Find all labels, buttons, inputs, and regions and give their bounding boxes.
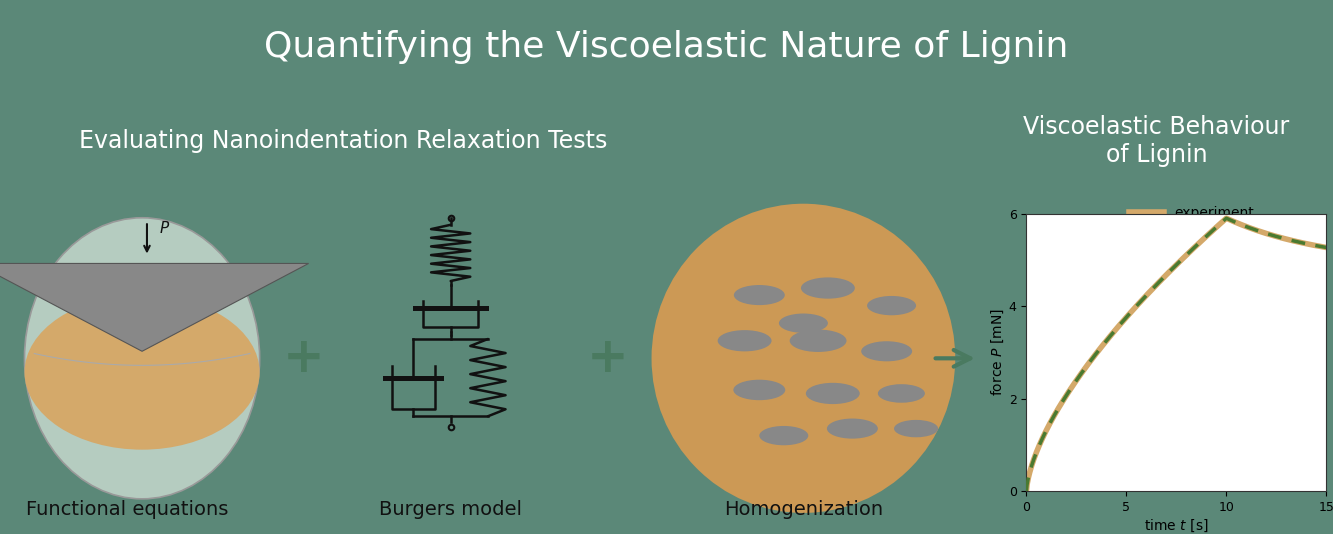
Ellipse shape	[652, 203, 956, 513]
Legend: experiment, model: experiment, model	[1124, 200, 1260, 245]
Ellipse shape	[778, 313, 828, 333]
Ellipse shape	[861, 341, 912, 362]
Text: Evaluating Nanoindentation Relaxation Tests: Evaluating Nanoindentation Relaxation Te…	[79, 129, 607, 153]
Ellipse shape	[24, 218, 260, 499]
Text: +: +	[587, 334, 628, 382]
Polygon shape	[0, 263, 309, 351]
Ellipse shape	[801, 277, 854, 299]
Text: Functional equations: Functional equations	[27, 500, 228, 519]
Text: $P$: $P$	[159, 221, 169, 237]
Ellipse shape	[789, 329, 846, 352]
Y-axis label: force $P$ [mN]: force $P$ [mN]	[989, 309, 1006, 396]
Ellipse shape	[866, 296, 916, 315]
Text: +: +	[283, 334, 325, 382]
Ellipse shape	[894, 420, 938, 437]
Ellipse shape	[826, 419, 878, 438]
Ellipse shape	[733, 380, 785, 400]
Ellipse shape	[760, 426, 808, 445]
Text: Burgers model: Burgers model	[379, 500, 523, 519]
Text: Homogenization: Homogenization	[724, 500, 882, 519]
X-axis label: time $t$ [s]: time $t$ [s]	[1144, 518, 1209, 534]
Ellipse shape	[24, 295, 260, 450]
Ellipse shape	[878, 384, 925, 403]
Ellipse shape	[734, 285, 785, 305]
Ellipse shape	[717, 330, 772, 351]
Text: Quantifying the Viscoelastic Nature of Lignin: Quantifying the Viscoelastic Nature of L…	[264, 30, 1069, 64]
Text: Viscoelastic Behaviour
of Lignin: Viscoelastic Behaviour of Lignin	[1024, 115, 1289, 167]
Ellipse shape	[806, 383, 860, 404]
